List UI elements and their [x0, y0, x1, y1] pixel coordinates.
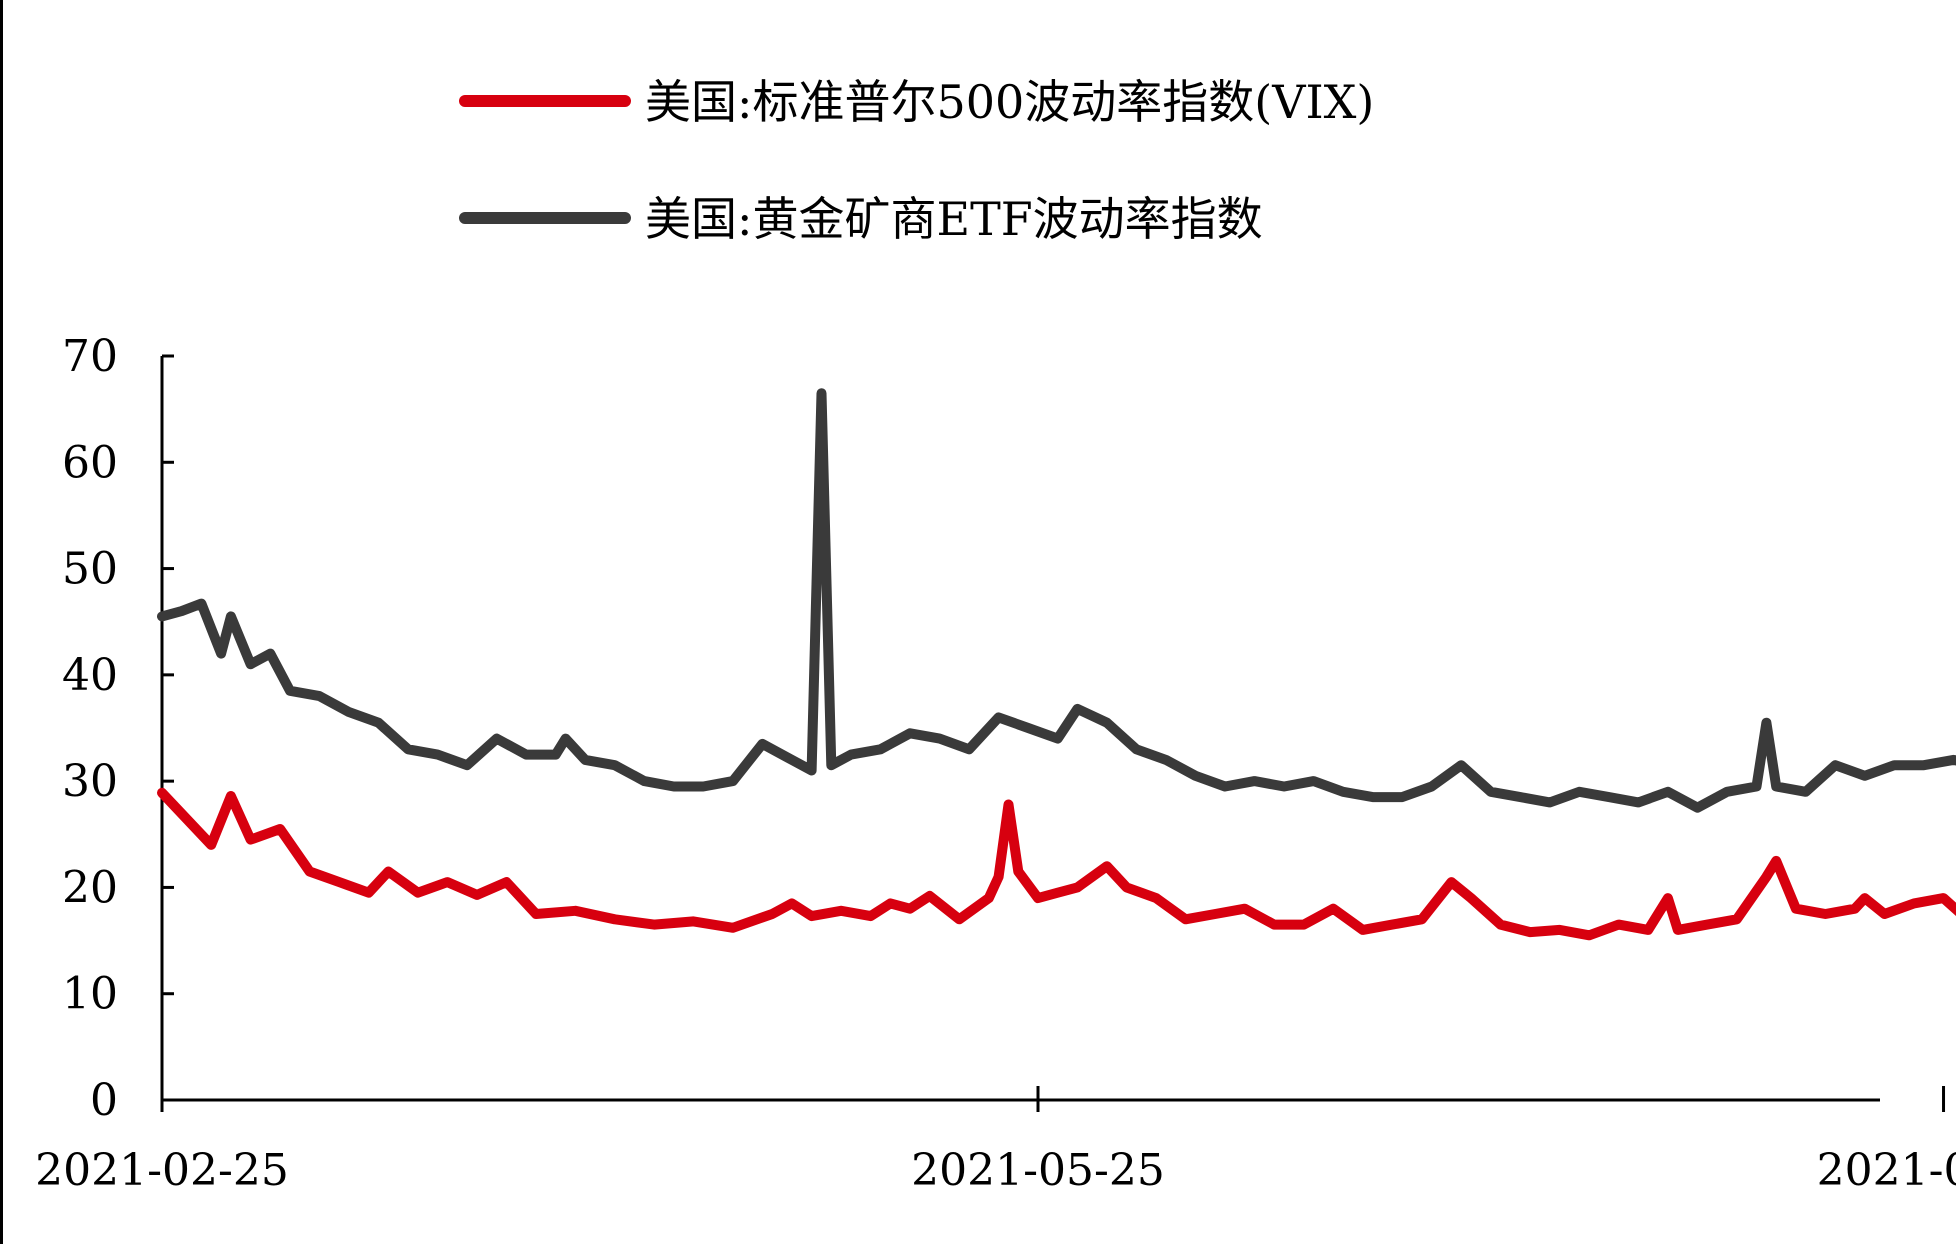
x-tick-label: 2021-08-25 [1817, 1145, 1956, 1196]
y-tick-label: 60 [62, 437, 118, 488]
y-tick-label: 50 [62, 544, 118, 595]
y-tick-label: 10 [62, 969, 118, 1020]
legend-item-gdx: 美国:黄金矿商ETF波动率指数 [459, 192, 1263, 246]
y-tick-label: 30 [62, 756, 118, 807]
series-layer [157, 388, 1956, 941]
legend-label-vix: 美国:标准普尔500波动率指数(VIX) [645, 75, 1374, 129]
series-line-vix [157, 787, 1956, 941]
legend: 美国:标准普尔500波动率指数(VIX) 美国:黄金矿商ETF波动率指数 [459, 75, 1374, 246]
series-line-gdx [157, 388, 1956, 813]
axes: 0 10 20 30 40 50 60 70 2021-02-25 2021-05-25 2021-… [35, 331, 1956, 1196]
x-tick-label: 2021-02-25 [35, 1145, 289, 1196]
y-tick-label: 70 [62, 331, 118, 382]
y-tick-label: 0 [90, 1075, 118, 1126]
y-tick-label: 40 [62, 650, 118, 701]
y-tick-label: 20 [62, 862, 118, 913]
left-border-rule [0, 0, 3, 1244]
legend-item-vix: 美国:标准普尔500波动率指数(VIX) [459, 75, 1374, 129]
legend-label-gdx: 美国:黄金矿商ETF波动率指数 [645, 192, 1263, 246]
x-tick-label: 2021-05-25 [911, 1145, 1165, 1196]
